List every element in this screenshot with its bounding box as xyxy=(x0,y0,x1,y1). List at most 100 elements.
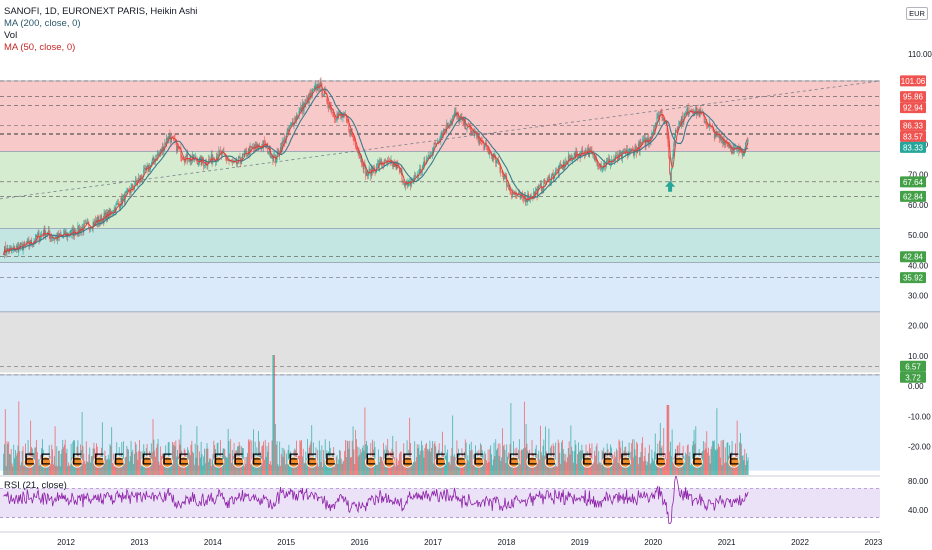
candle-body xyxy=(551,173,553,176)
volume-bar xyxy=(49,455,51,475)
volume-bar xyxy=(360,449,362,475)
volume-bar xyxy=(284,450,286,475)
ma50-legend[interactable]: MA (50, close, 0) xyxy=(4,42,76,53)
volume-bar xyxy=(286,464,288,475)
candle-body xyxy=(598,165,600,167)
candle-body xyxy=(184,160,186,162)
volume-bar xyxy=(209,458,211,475)
candle-body xyxy=(94,220,96,226)
candle-body xyxy=(112,213,113,215)
volume-bar xyxy=(344,451,346,475)
volume-bar xyxy=(394,466,396,475)
candle-body xyxy=(574,152,576,158)
volume-bar xyxy=(13,444,15,475)
volume-bar xyxy=(16,452,18,475)
volume-bar xyxy=(702,441,704,475)
volume-bar xyxy=(417,448,419,475)
candle-body xyxy=(622,151,624,152)
candle-body xyxy=(312,89,314,96)
price-tag-8: 42.84 xyxy=(900,251,926,263)
zone-4 xyxy=(0,311,880,373)
candle-body xyxy=(559,163,561,166)
currency-badge[interactable]: EUR xyxy=(906,7,928,20)
ma200-legend[interactable]: MA (200, close, 0) xyxy=(4,18,81,29)
volume-bar xyxy=(719,457,721,475)
candle-body xyxy=(172,137,174,139)
volume-bar xyxy=(68,465,70,475)
volume-legend[interactable]: Vol xyxy=(4,30,18,41)
volume-bar xyxy=(496,450,498,475)
volume-bar xyxy=(599,462,601,475)
volume-bar xyxy=(571,446,573,475)
candle-body xyxy=(131,184,133,188)
volume-bar xyxy=(170,462,172,475)
candle-body xyxy=(330,106,332,113)
candle-body xyxy=(209,159,211,161)
earnings-event-icon: E xyxy=(39,452,52,469)
candle-body xyxy=(668,142,670,157)
volume-bar xyxy=(688,456,690,475)
candle-body xyxy=(587,147,589,155)
candle-body xyxy=(424,160,426,163)
volume-bar xyxy=(699,464,701,475)
volume-bar xyxy=(522,449,524,475)
candle-body xyxy=(366,171,368,176)
candle-body xyxy=(24,241,26,244)
volume-bar xyxy=(724,463,725,475)
volume-bar xyxy=(506,444,508,475)
volume-bar xyxy=(107,454,109,475)
volume-bar xyxy=(280,465,281,475)
volume-bar xyxy=(90,456,92,475)
volume-bar xyxy=(706,431,708,475)
volume-bar xyxy=(489,449,491,475)
candle-body xyxy=(366,171,368,177)
candle-body xyxy=(154,160,156,163)
volume-bar xyxy=(447,449,449,475)
candle-body xyxy=(686,107,688,113)
time-axis[interactable]: 2012 2013 2014 2015 2016 2017 2018 2019 2020 2021… xyxy=(0,531,883,550)
candle-body xyxy=(355,147,357,151)
volume-bar xyxy=(722,440,724,475)
candle-body xyxy=(339,112,341,114)
candle-body xyxy=(667,136,669,143)
volume-bar xyxy=(301,440,303,475)
earnings-event-icon: E xyxy=(455,452,467,469)
candle-body xyxy=(186,153,188,157)
candle-body xyxy=(631,148,633,150)
candle-body xyxy=(460,116,462,118)
volume-bar xyxy=(402,462,404,475)
candle-body xyxy=(438,140,440,143)
candle-body xyxy=(452,116,454,122)
candle-body xyxy=(700,109,702,113)
volume-bar xyxy=(670,455,672,475)
candle-body xyxy=(240,161,242,164)
candle-body xyxy=(115,204,117,213)
candle-body xyxy=(646,138,648,143)
event-label: E xyxy=(655,452,666,469)
candle-body xyxy=(462,117,464,121)
volume-bar xyxy=(91,455,93,475)
candle-body xyxy=(375,170,377,173)
candle-body xyxy=(541,188,543,191)
volume-bar xyxy=(84,461,86,475)
volume-bar xyxy=(226,457,227,475)
candle-body xyxy=(364,163,366,166)
volume-bar xyxy=(151,452,153,475)
volume-bar xyxy=(358,447,360,475)
volume-bar xyxy=(47,458,49,475)
volume-bar xyxy=(51,444,53,475)
candle-body xyxy=(540,183,541,186)
rsi-legend[interactable]: RSI (21, close) xyxy=(4,480,67,491)
candle-body xyxy=(374,169,376,173)
volume-bar xyxy=(539,459,541,475)
volume-bar xyxy=(642,437,644,475)
volume-bar xyxy=(422,450,424,475)
candle-body xyxy=(745,139,747,143)
volume-bar xyxy=(144,464,146,475)
event-label: E xyxy=(508,452,519,469)
candle-body xyxy=(206,165,208,166)
volume-bar xyxy=(81,412,83,475)
candle-body xyxy=(453,112,455,116)
volume-bar xyxy=(686,454,687,475)
